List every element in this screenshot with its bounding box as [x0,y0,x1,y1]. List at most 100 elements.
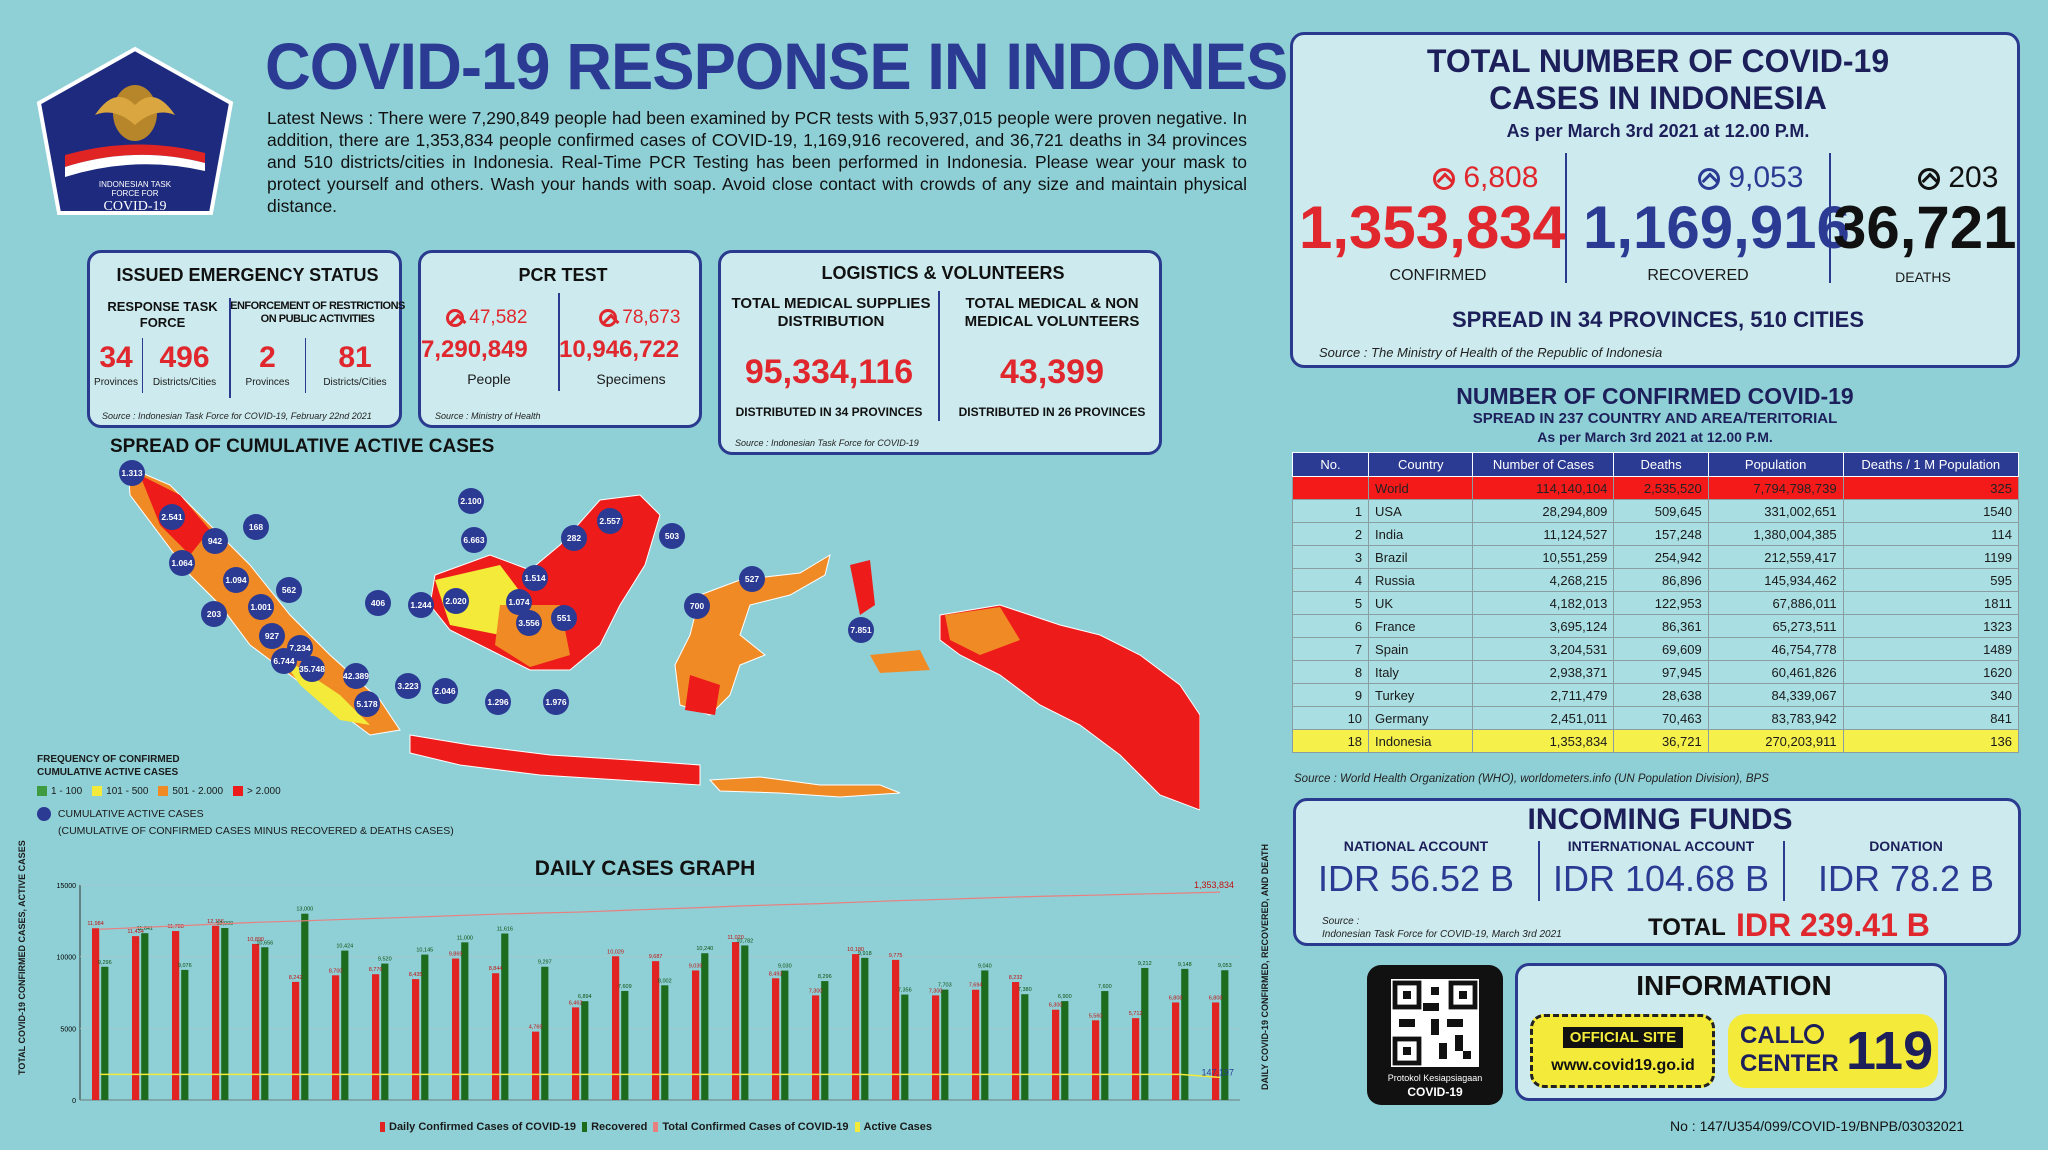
recovered-label: 9,148 [1178,962,1192,968]
map-bubble-label: 1.514 [524,573,546,583]
world-table-as-of: As per March 3rd 2021 at 12.00 P.M. [1537,429,1773,445]
pcr-people: 7,290,849 [421,336,528,363]
legend-label: 1 - 100 [51,786,83,797]
bar-recovered [541,966,549,1100]
recovered-label: 9,297 [538,960,552,966]
qr-card[interactable]: Protokol Kesiapsiagaan COVID-19 [1367,965,1503,1105]
table-cell: 136 [1842,729,2020,753]
bar-daily-confirmed [1132,1018,1140,1100]
daily-confirmed-label: 4,769 [529,1025,543,1031]
map-bubble [522,565,548,591]
pcr-inc-people-value: 47,582 [469,307,528,328]
daily-confirmed-label: 9,687 [649,954,663,960]
bar-daily-confirmed [1052,1009,1060,1100]
recovered-label: 8,296 [818,974,832,980]
daily-confirmed-label: 7,300 [929,988,943,994]
y-tick-label: 15000 [57,883,77,890]
logistics-d2: DISTRIBUTED IN 26 PROVINCES [958,405,1146,419]
map-legend-title-1: FREQUENCY OF CONFIRMED [37,754,180,765]
pcr-title: PCR TEST [518,265,608,285]
call-center-button[interactable]: CALL CENTER 119 [1728,1014,1938,1088]
table-cell: Spain [1368,637,1474,661]
bar-recovered [501,933,509,1100]
map-bubble-label: 562 [282,585,296,595]
daily-confirmed-label: 8,435 [409,972,423,978]
funds-national-label: NATIONAL ACCOUNT [1343,838,1489,854]
legend-swatch [380,1122,385,1133]
table-cell: 270,203,911 [1707,729,1844,753]
table-cell: 18 [1291,729,1370,753]
table-cell: 10,551,259 [1472,545,1615,569]
chart-ylabel-right: DAILY COVID-19 CONFIRMED, RECOVERED, AND… [1260,843,1270,1090]
map-bubble [365,590,391,616]
bar-recovered [981,970,989,1100]
map-legend-item: 1 - 100 [37,786,82,797]
call-number[interactable]: 119 [1846,1021,1934,1081]
emergency-source: Source : Indonesian Task Force for COVID… [102,411,372,421]
map-bubble [543,689,569,715]
funds-source-2: Indonesian Task Force for COVID-19, Marc… [1322,929,1562,940]
totals-panel: TOTAL NUMBER OF COVID-19 CASES IN INDONE… [1290,32,2020,368]
table-cell: 4,182,013 [1472,591,1615,615]
map-legend-item: 101 - 500 [92,786,148,797]
bar-recovered [741,945,749,1100]
map-bubble [169,550,195,576]
map-bubble [271,648,297,674]
table-cell: 1,380,004,385 [1707,522,1844,546]
recovered-label: 8,002 [658,978,672,984]
latest-news: Latest News : There were 7,290,849 peopl… [267,108,1247,216]
emergency-l4: Districts/Cities [323,377,387,388]
table-cell: 36,721 [1613,729,1709,753]
table-cell: 28,638 [1613,683,1709,707]
table-cell: 2,711,479 [1472,683,1615,707]
task-force-logo: INDONESIAN TASK FORCE FOR COVID-19 [36,46,234,215]
recovered-label: 9,053 [1218,963,1232,969]
table-cell: Russia [1368,568,1474,592]
map-bubble-label: 1.064 [171,558,193,568]
map-title: SPREAD OF CUMULATIVE ACTIVE CASES [110,436,495,457]
map-bubble-label: 927 [265,631,279,641]
bar-recovered [421,954,429,1100]
table-cell: Germany [1368,706,1474,730]
map-bubble-label: 1.094 [225,575,247,585]
map-bubble [739,566,765,592]
bar-daily-confirmed [732,942,740,1100]
map-bubble [276,577,302,603]
daily-confirmed-label: 11,984 [87,921,103,927]
official-site-button[interactable]: OFFICIAL SITE www.covid19.go.id [1530,1014,1715,1088]
recovered-label: 9,212 [1138,961,1152,967]
daily-confirmed-label: 8,700 [329,968,343,974]
table-cell: 114,140,104 [1472,476,1615,500]
emergency-title: ISSUED EMERGENCY STATUS [116,265,379,285]
legend-label: Daily Confirmed Cases of COVID-19 [389,1121,577,1133]
table-cell: 1811 [1842,591,2020,615]
table-cell: 1199 [1842,545,2020,569]
daily-confirmed-label: 6,808 [1209,995,1223,1001]
official-site-url[interactable]: www.covid19.go.id [1551,1057,1695,1074]
bar-recovered [901,994,909,1100]
recovered-label: 10,240 [696,946,713,952]
table-cell: 65,273,511 [1707,614,1844,638]
daily-confirmed-label: 11,020 [727,935,743,941]
recovered-label: 9,296 [98,960,112,966]
map-bubble [443,588,469,614]
table-cell: 97,945 [1613,660,1709,684]
recovered-label: 7,703 [938,983,952,989]
recovered-label: 9,076 [178,963,192,969]
map-bubble-label: 700 [690,601,704,611]
deaths-increase: 203 [1918,161,1998,195]
map-bubble-label: 42.389 [343,671,369,681]
col-deaths: Deaths [1613,452,1709,477]
table-cell: 254,942 [1613,545,1709,569]
recovered-label: 9,520 [378,957,392,963]
map-bubble [223,567,249,593]
map-bubble [458,488,484,514]
chart-legend-item: Active Cases [854,1121,932,1133]
bar-recovered [861,957,869,1100]
logistics-v1: 95,334,116 [744,353,914,391]
world-table-source: Source : World Health Organization (WHO)… [1294,773,1769,785]
recovered-label: 10,145 [416,948,433,954]
table-cell: 841 [1842,706,2020,730]
map-bubble [561,525,587,551]
map-bubble [551,605,577,631]
